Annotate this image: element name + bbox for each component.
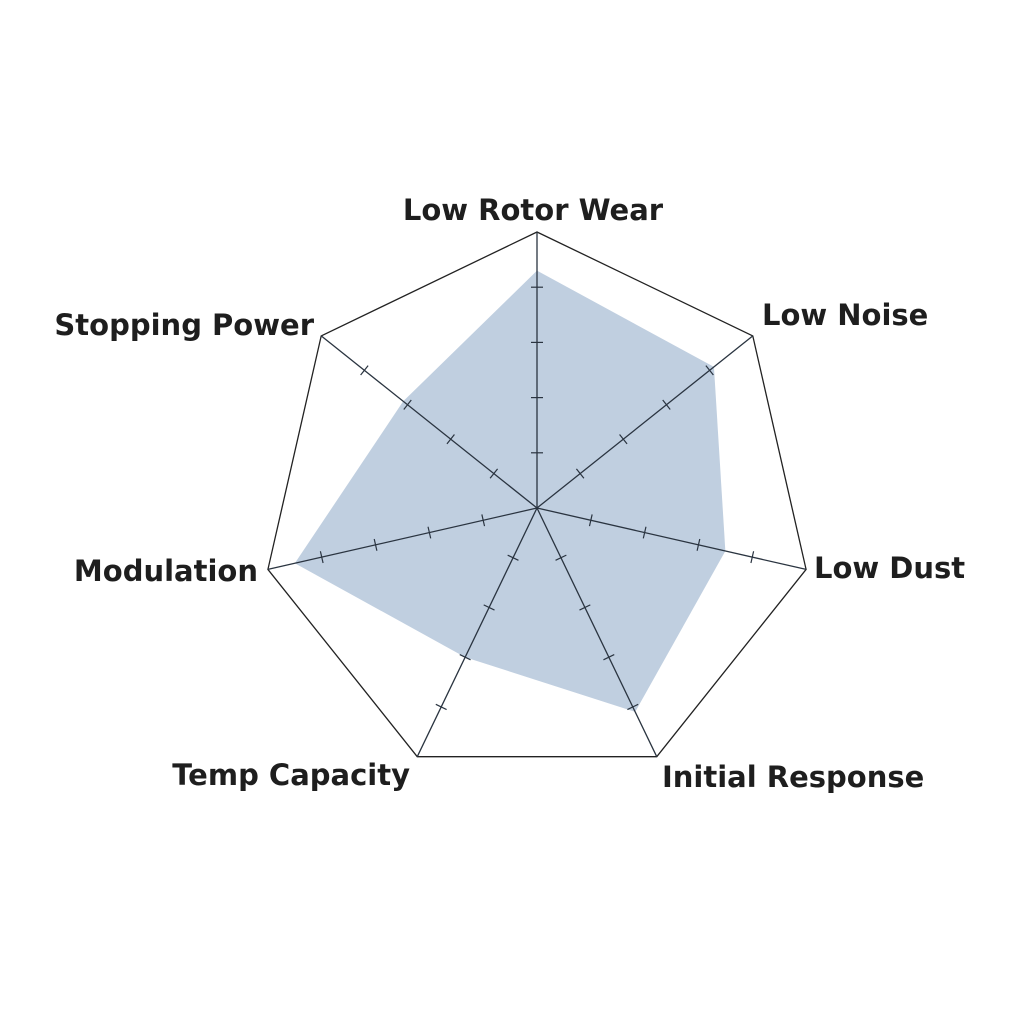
axis-tick xyxy=(619,434,628,445)
axis-4 xyxy=(416,507,538,757)
axis-tick xyxy=(427,526,432,539)
axis-tick xyxy=(373,538,378,551)
axis-tick xyxy=(446,434,455,445)
axis-tick xyxy=(481,514,486,527)
axis-label: Modulation xyxy=(74,554,258,588)
axis-tick xyxy=(603,654,615,661)
axis-tick xyxy=(575,468,585,479)
axis-tick xyxy=(627,703,639,711)
axis-tick xyxy=(360,365,369,376)
axis-tick xyxy=(483,604,495,611)
axis-tick xyxy=(555,554,567,561)
axis-label: Stopping Power xyxy=(54,308,314,342)
axis-6 xyxy=(320,335,538,509)
data-area xyxy=(294,270,726,712)
axis-tick xyxy=(588,514,593,527)
axis-label: Initial Response xyxy=(662,760,924,794)
axis-tick xyxy=(459,654,471,661)
axis-2 xyxy=(536,507,807,571)
axis-label: Temp Capacity xyxy=(172,758,410,792)
axis-tick xyxy=(662,399,671,410)
axis-tick xyxy=(750,551,755,564)
axis-tick xyxy=(403,399,412,410)
axis-label: Low Noise xyxy=(762,298,928,332)
axis-tick xyxy=(507,554,519,561)
axis-tick xyxy=(489,468,499,479)
outer-frame xyxy=(267,231,807,758)
axis-3 xyxy=(536,507,658,757)
axis-tick xyxy=(435,703,447,711)
axis-label: Low Dust xyxy=(814,551,965,585)
axis-tick xyxy=(696,538,701,551)
axis-tick xyxy=(319,551,324,564)
axis-5 xyxy=(267,507,538,571)
axis-tick xyxy=(642,526,647,539)
axis-tick xyxy=(705,365,714,376)
axis-1 xyxy=(536,335,754,509)
axis-tick xyxy=(579,604,591,611)
axis-label: Low Rotor Wear xyxy=(403,193,664,227)
